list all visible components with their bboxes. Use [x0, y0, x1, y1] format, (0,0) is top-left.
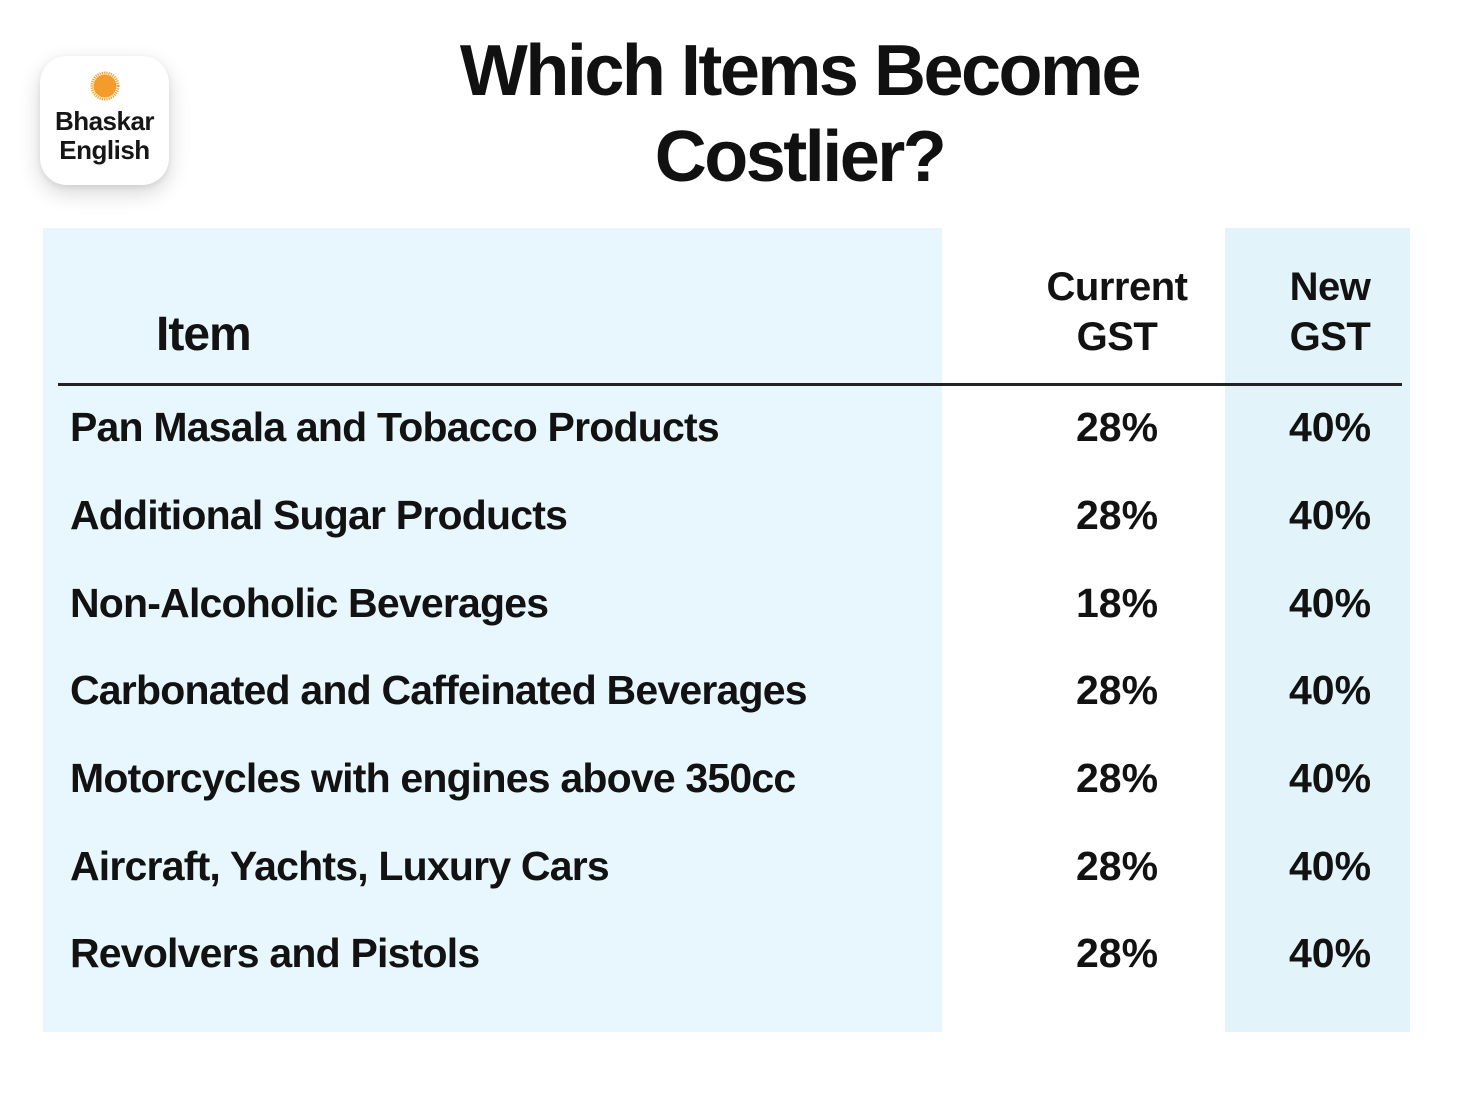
column-header-current-gst-line2: GST [1076, 315, 1158, 359]
column-header-current-gst: Current GST [942, 262, 1250, 362]
new-gst-cell: 40% [1288, 842, 1372, 889]
item-cell: Motorcycles with engines above 350cc [70, 755, 796, 802]
new-gst-column-band [1225, 228, 1410, 1032]
new-gst-cell: 40% [1288, 667, 1372, 714]
table-row: Additional Sugar Products 28% 40% [43, 472, 1410, 560]
current-gst-cell: 28% [1075, 667, 1159, 714]
new-gst-cell: 40% [1288, 930, 1372, 977]
item-cell: Aircraft, Yachts, Luxury Cars [70, 842, 610, 889]
page-title-line2: Costlier? [654, 117, 947, 197]
new-gst-cell: 40% [1288, 404, 1372, 451]
table-row: Aircraft, Yachts, Luxury Cars 28% 40% [43, 822, 1410, 910]
brand-logo-card: Bhaskar English [40, 56, 169, 185]
table-header-row: Item Current GST New GST [43, 228, 1410, 384]
brand-name-line2: English [59, 135, 150, 165]
table-rows: Pan Masala and Tobacco Products 28% 40% … [43, 384, 1410, 998]
current-gst-cell: 28% [1075, 492, 1159, 539]
current-gst-cell: 28% [1075, 755, 1159, 802]
column-header-new-gst-line2: GST [1289, 315, 1371, 359]
column-header-new-gst-line1: New [1289, 265, 1371, 309]
gst-rate-table: Item Current GST New GST Pan Masala and … [43, 228, 1410, 998]
header-divider-line [58, 383, 1402, 386]
brand-name: Bhaskar English [54, 106, 155, 165]
item-cell: Carbonated and Caffeinated Beverages [70, 667, 808, 714]
table-row: Carbonated and Caffeinated Beverages 28%… [43, 647, 1410, 735]
table-row: Non-Alcoholic Beverages 18% 40% [43, 559, 1410, 647]
current-gst-cell: 18% [1075, 579, 1159, 626]
sun-icon [89, 71, 120, 101]
column-header-current-gst-line1: Current [1046, 265, 1188, 309]
current-gst-cell: 28% [1075, 404, 1159, 451]
item-cell: Non-Alcoholic Beverages [70, 579, 549, 626]
items-column-panel [43, 228, 942, 1032]
new-gst-cell: 40% [1288, 579, 1372, 626]
page-title-line1: Which Items Become [459, 31, 1142, 111]
column-header-new-gst: New GST [1250, 262, 1410, 362]
column-header-item: Item [156, 308, 252, 361]
item-cell: Revolvers and Pistols [70, 930, 480, 977]
item-cell: Pan Masala and Tobacco Products [70, 404, 720, 451]
table-row: Pan Masala and Tobacco Products 28% 40% [43, 384, 1410, 472]
brand-name-line1: Bhaskar [54, 106, 155, 136]
current-gst-cell: 28% [1075, 930, 1159, 977]
current-gst-cell: 28% [1075, 842, 1159, 889]
new-gst-cell: 40% [1288, 492, 1372, 539]
table-row: Revolvers and Pistols 28% 40% [43, 910, 1410, 998]
page-title: Which Items Become Costlier? [142, 28, 1457, 200]
item-cell: Additional Sugar Products [70, 492, 568, 539]
new-gst-cell: 40% [1288, 755, 1372, 802]
table-row: Motorcycles with engines above 350cc 28%… [43, 735, 1410, 823]
